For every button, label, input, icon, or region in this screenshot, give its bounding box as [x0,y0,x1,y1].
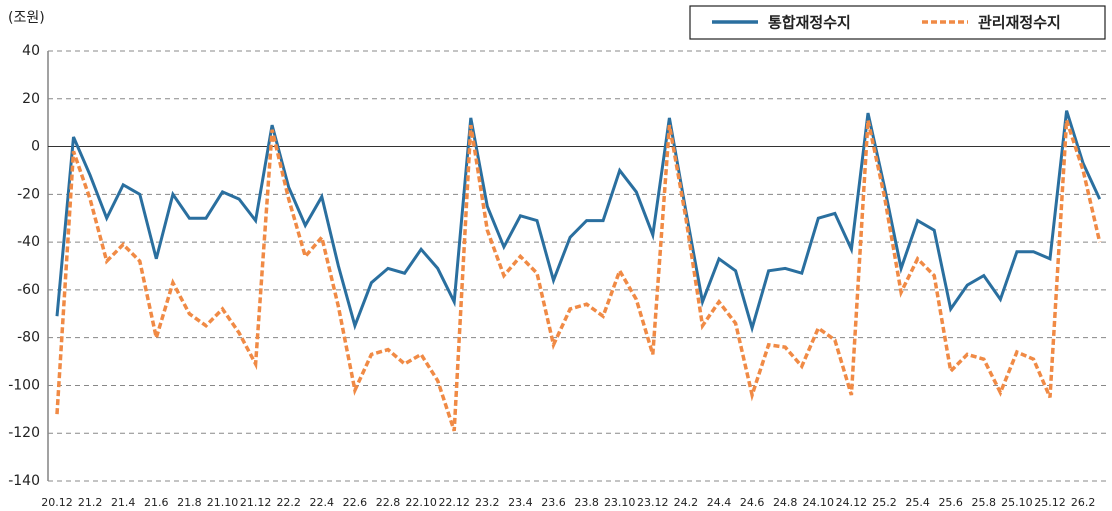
y-tick-label: 0 [31,139,40,155]
x-tick-label: 25.8 [972,496,997,509]
x-tick-label: 21.4 [111,496,136,509]
x-tick-label: 25.4 [905,496,930,509]
y-tick-label: -100 [8,377,40,393]
x-tick-label: 23.6 [541,496,566,509]
y-tick-label: 40 [22,43,40,59]
y-tick-label: -80 [17,330,40,346]
data-line [55,110,1102,334]
x-tick-label: 24.8 [773,496,798,509]
x-tick-label: 20.12 [41,496,73,509]
x-tick-label: 22.6 [343,496,368,509]
x-tick-label: 26.2 [1071,496,1096,509]
x-tick-label: 25.2 [872,496,897,509]
x-tick-label: 22.10 [405,496,437,509]
x-tick-label: 24.10 [803,496,835,509]
y-tick-label: -40 [17,234,40,250]
y-tick-label: 20 [22,91,40,107]
legend-label: 관리재정수지 [978,14,1061,32]
y-tick-label: -120 [8,425,40,441]
y-tick-label: -20 [17,186,40,202]
y-axis-label: (조원) [8,10,45,26]
x-tick-label: 23.2 [475,496,500,509]
x-tick-label: 23.10 [604,496,636,509]
x-tick-label: 21.8 [177,496,202,509]
x-tick-label: 24.6 [740,496,765,509]
x-tick-label: 24.12 [836,496,868,509]
x-tick-label: 25.10 [1001,496,1033,509]
x-tick-label: 25.12 [1034,496,1066,509]
x-tick-label: 21.6 [144,496,169,509]
x-tick-label: 22.8 [376,496,401,509]
x-tick-label: 25.6 [938,496,963,509]
x-tick-label: 23.12 [637,496,669,509]
x-tick-label: 24.2 [674,496,699,509]
y-tick-label: -140 [8,473,40,489]
x-tick-label: 21.10 [207,496,239,509]
x-tick-label: 24.4 [707,496,732,509]
legend-label: 통합재정수지 [768,14,851,32]
x-tick-label: 21.2 [78,496,103,509]
x-tick-label: 21.12 [240,496,272,509]
x-tick-label: 23.4 [508,496,533,509]
legend-box [689,5,1106,40]
x-tick-label: 22.4 [310,496,335,509]
x-tick-label: 22.2 [276,496,301,509]
x-tick-label: 22.12 [438,496,470,509]
y-tick-label: -60 [17,282,40,298]
x-tick-label: 23.8 [574,496,599,509]
data-line [55,119,1102,432]
